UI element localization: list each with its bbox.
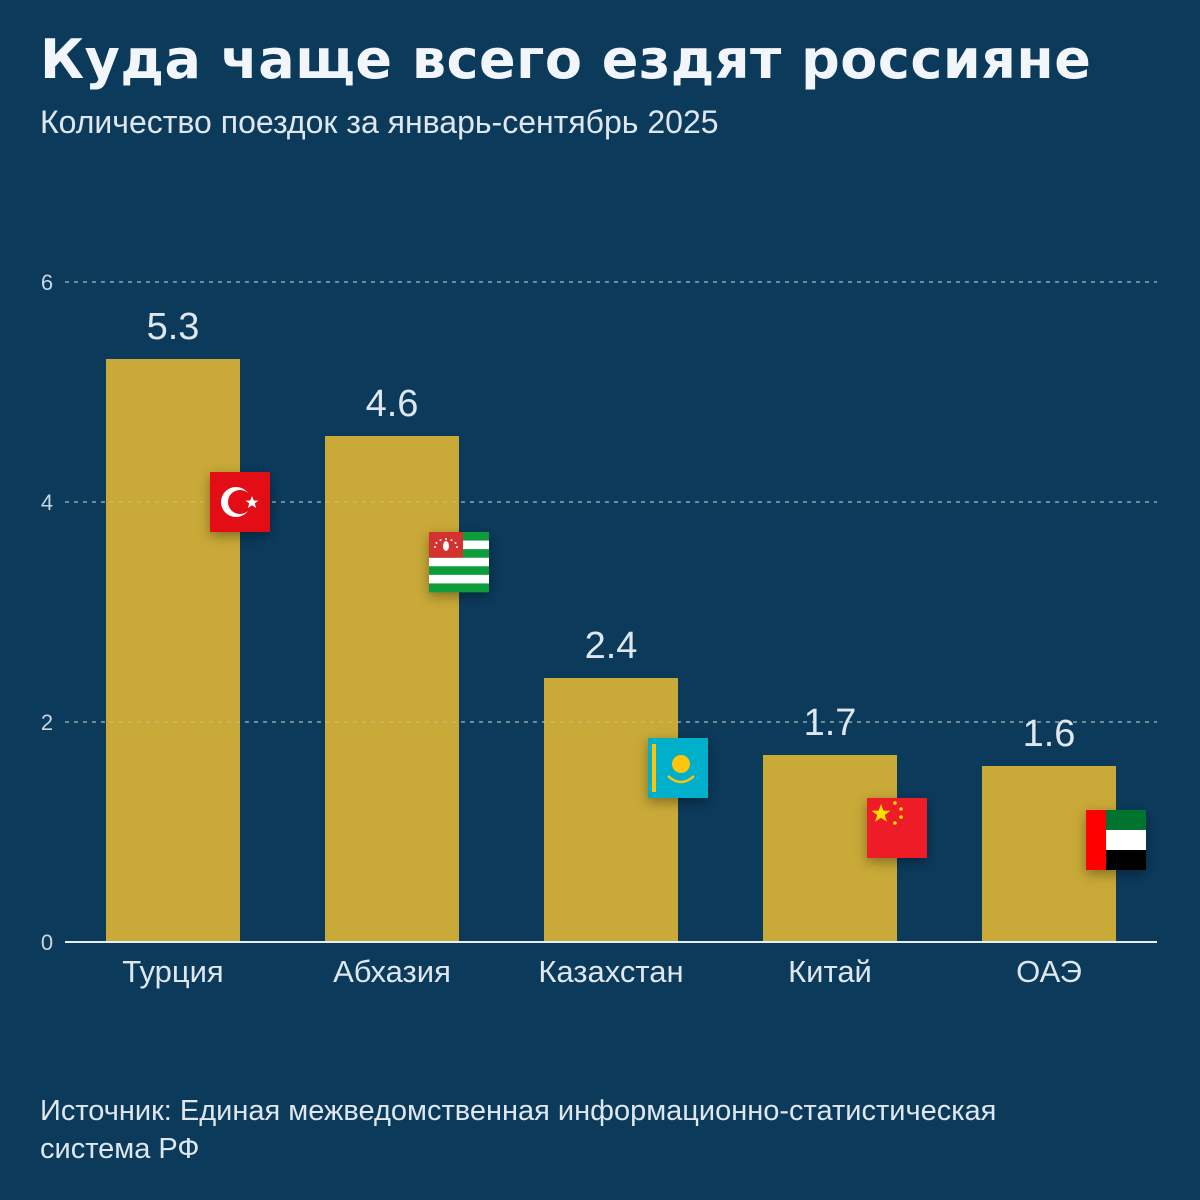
small-star: [893, 801, 897, 805]
chart-title: Куда чаще всего ездят россияне: [40, 28, 1092, 91]
data-label: 2.4: [585, 625, 638, 667]
y-tick-label: 4: [41, 490, 53, 515]
star: [450, 539, 453, 542]
y-tick-label: 2: [41, 710, 53, 735]
uae-flag-icon: [1086, 810, 1146, 870]
star: [871, 804, 891, 822]
data-label: 5.3: [147, 306, 200, 348]
china-flag-icon: [867, 798, 927, 858]
small-star: [899, 815, 903, 819]
small-star: [899, 807, 903, 811]
flag-part: [429, 557, 489, 567]
y-tick-label: 6: [41, 270, 53, 295]
bar: [325, 436, 459, 942]
eagle: [667, 775, 695, 784]
turkey-flag-icon: [210, 472, 270, 532]
flag-part: [652, 744, 656, 792]
star: [439, 539, 442, 542]
flag-part: [429, 574, 489, 584]
source-note: Источник: Единая межведомственная информ…: [40, 1095, 997, 1165]
flag-part: [1086, 810, 1106, 870]
x-tick-label: Китай: [788, 954, 872, 989]
star: [245, 496, 259, 508]
y-tick-label: 0: [41, 930, 53, 955]
data-label: 1.7: [804, 702, 857, 744]
x-tick-label: Турция: [122, 954, 223, 989]
abkhazia-flag-icon: [429, 532, 489, 593]
data-label: 1.6: [1023, 713, 1076, 755]
star: [435, 542, 438, 544]
flag-part: [429, 583, 489, 593]
flag-part: [867, 798, 927, 858]
kazakhstan-flag-icon: [648, 738, 708, 798]
crescent-cut: [228, 490, 252, 514]
chart-subtitle: Количество поездок за январь-сентябрь 20…: [40, 104, 719, 140]
hand: [443, 541, 449, 551]
star: [434, 546, 436, 548]
data-label: 4.6: [366, 383, 419, 425]
star: [456, 546, 458, 548]
x-tick-label: ОАЭ: [1016, 954, 1082, 989]
star: [445, 538, 447, 540]
x-tick-label: Казахстан: [538, 954, 683, 989]
bar: [106, 359, 240, 942]
x-tick-label: Абхазия: [333, 954, 451, 989]
bar: [544, 678, 678, 942]
flag-part: [429, 566, 489, 576]
star: [454, 542, 457, 544]
sun: [672, 755, 690, 773]
small-star: [893, 821, 897, 825]
